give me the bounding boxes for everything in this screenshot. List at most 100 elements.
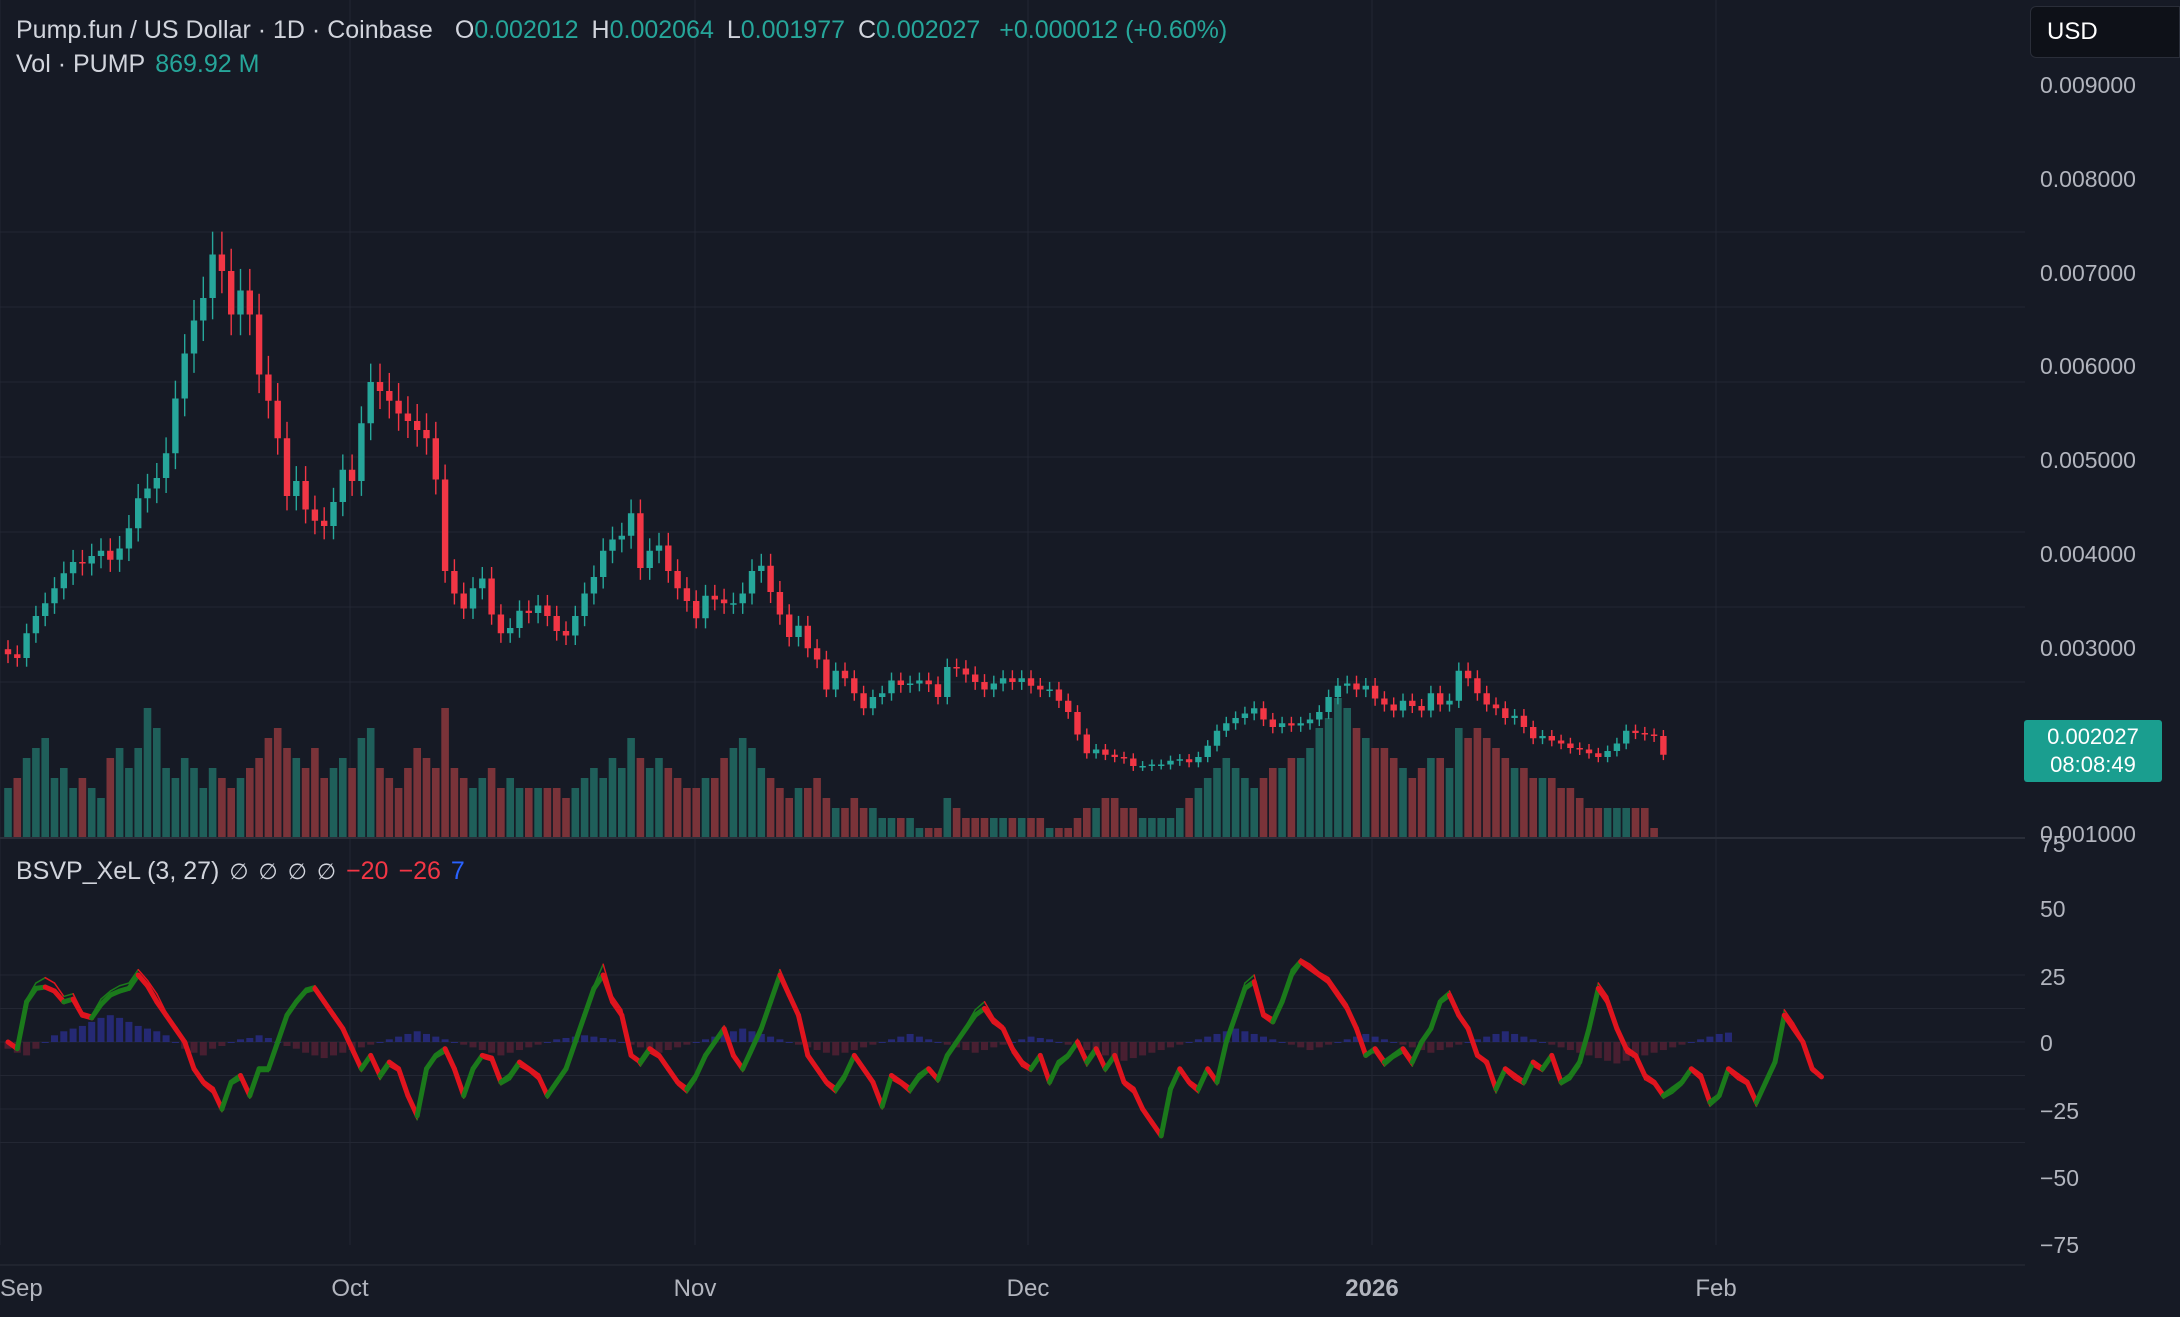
main-line-segment [665, 1066, 681, 1085]
candle-body [69, 562, 77, 574]
volume-bar [813, 778, 821, 838]
volume-bar [757, 768, 766, 838]
candle-body [246, 290, 253, 315]
main-line-segment [163, 1012, 178, 1032]
price-tick-label: 0.005000 [2040, 447, 2136, 473]
main-line-segment [963, 1012, 978, 1032]
indicator-axis[interactable]: 75 50 25 0 −25 −50 −75 [2040, 831, 2079, 1258]
volume-bar [1510, 768, 1519, 838]
histogram-bar [822, 1042, 830, 1053]
main-line-segment [340, 1026, 355, 1052]
histogram-bar [1315, 1042, 1323, 1048]
signal-line-segment [304, 984, 316, 990]
candle-body [1055, 689, 1063, 701]
candle-body [1595, 753, 1602, 757]
histogram-bar [106, 1015, 114, 1042]
candle-body [1492, 704, 1500, 709]
volume-bar [432, 768, 440, 838]
symbol-title[interactable]: Pump.fun / US Dollar · 1D · Coinbase [16, 16, 433, 44]
candle-body [42, 603, 49, 616]
candle-body [1111, 754, 1118, 757]
volume-bar [1585, 808, 1593, 838]
histogram-bar [1343, 1039, 1351, 1042]
main-line-segment [182, 1039, 197, 1072]
candle-body [581, 593, 588, 616]
candle-body [1567, 743, 1574, 748]
candle-body [972, 674, 979, 682]
candle-body [525, 610, 532, 613]
histogram-bar [134, 1025, 142, 1042]
main-line-segment [1419, 1026, 1434, 1045]
indicator-tick-label: 50 [2040, 896, 2066, 922]
main-line-segment [1130, 1086, 1146, 1112]
time-tick-label: Oct [331, 1275, 369, 1302]
candle-body [190, 320, 198, 354]
volume-bar [60, 768, 68, 838]
main-line-segment [377, 1059, 392, 1078]
histogram-bar [1464, 1042, 1472, 1043]
histogram-bar [1669, 1042, 1677, 1048]
histogram-bar [748, 1031, 756, 1042]
candle-body [125, 528, 133, 549]
main-line-segment [721, 1026, 736, 1058]
histogram-bar [1111, 1042, 1119, 1059]
volume-bar [645, 768, 654, 838]
main-line-segment [619, 1012, 634, 1058]
candle-body [925, 680, 932, 685]
signal-line-segment [1597, 982, 1609, 998]
volume-bar [97, 798, 105, 838]
price-tick-label: 0.006000 [2040, 353, 2136, 379]
main-line-segment [321, 999, 336, 1018]
volume-label[interactable]: Vol · PUMP [16, 50, 146, 78]
main-line-segment [265, 1039, 281, 1072]
main-line-segment [275, 1012, 290, 1045]
candle-body [1297, 723, 1304, 726]
main-line-segment [1614, 1026, 1629, 1052]
candle-body [944, 667, 951, 697]
histogram-bar [395, 1036, 403, 1042]
main-line-segment [172, 1026, 188, 1045]
histogram-bar [1585, 1042, 1593, 1056]
candle-body [1362, 685, 1369, 690]
volume-bar [562, 798, 570, 838]
main-line-segment [758, 999, 774, 1032]
candle-body [767, 565, 774, 592]
high-value: 0.002064 [609, 16, 714, 44]
histogram-bar [227, 1042, 235, 1043]
main-line-segment [1753, 1079, 1769, 1105]
indicator-name[interactable]: BSVP_XeL (3, 27) [16, 857, 220, 885]
main-line-segment [1586, 985, 1601, 1032]
volume-bar [1352, 728, 1361, 838]
candle-body [135, 498, 142, 529]
candle-body [339, 469, 346, 502]
currency-button[interactable]: USD [2030, 6, 2180, 58]
histogram-bar [209, 1042, 217, 1049]
histogram-bar [553, 1039, 561, 1042]
histogram-bar [739, 1028, 747, 1042]
volume-bar [766, 778, 775, 838]
candle-body [88, 556, 95, 564]
candle-body [51, 588, 58, 604]
time-axis[interactable]: Sep Oct Nov Dec 2026 Feb [0, 1264, 2025, 1302]
main-line-segment [1326, 979, 1341, 998]
price-axis[interactable]: 0.009000 0.008000 0.007000 0.006000 0.005000… [2040, 72, 2136, 847]
volume-bar [348, 768, 356, 838]
candle-body [516, 610, 523, 628]
candle-body [497, 614, 505, 634]
volume-bar [1520, 768, 1528, 838]
histogram-bar [925, 1039, 933, 1042]
histogram-bar [534, 1042, 542, 1045]
volume-bar [1120, 808, 1128, 838]
candle-body [32, 616, 40, 634]
volume-bar [580, 778, 589, 838]
volume-bar [339, 758, 347, 838]
histogram-bar [1194, 1039, 1202, 1042]
volume-bar [636, 758, 645, 838]
candle-body [990, 683, 997, 690]
candle-body [237, 290, 244, 315]
volume-bar [1194, 788, 1203, 838]
histogram-bar [1576, 1042, 1584, 1053]
candle-body [153, 478, 160, 489]
high-label: H [591, 16, 610, 44]
